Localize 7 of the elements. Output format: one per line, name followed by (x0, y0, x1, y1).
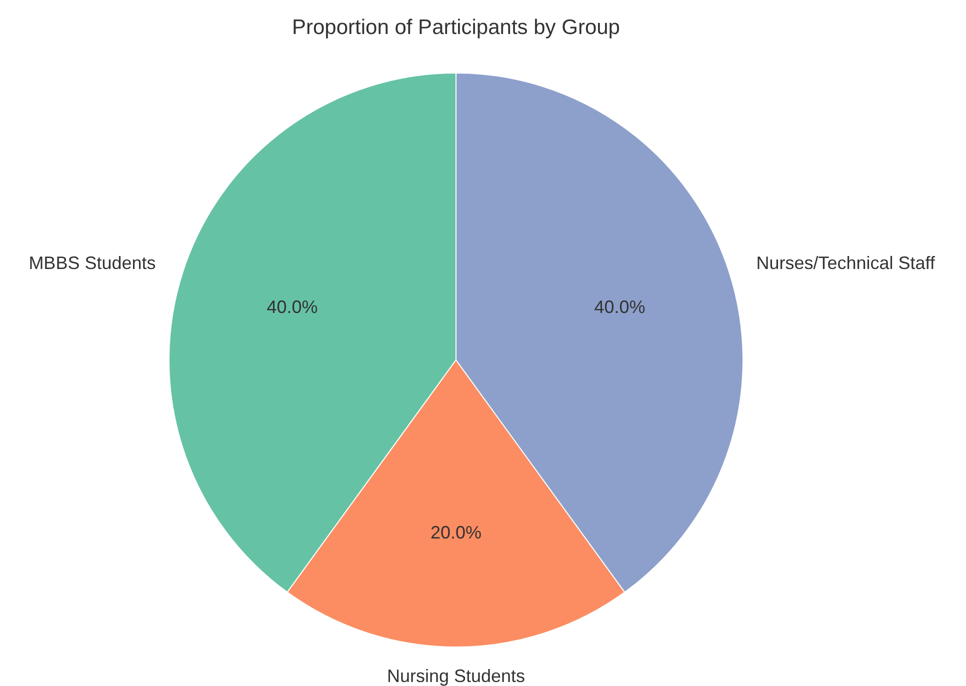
chart-title: Proportion of Participants by Group (292, 16, 620, 39)
data-label: 40.0% (266, 297, 318, 318)
slice-label: Nurses/Technical Staff (756, 252, 936, 273)
data-label: 20.0% (430, 522, 482, 542)
slice-label: Nursing Students (386, 666, 526, 686)
data-label: 40.0% (594, 297, 646, 318)
slice-label: MBBS Students (28, 252, 156, 273)
